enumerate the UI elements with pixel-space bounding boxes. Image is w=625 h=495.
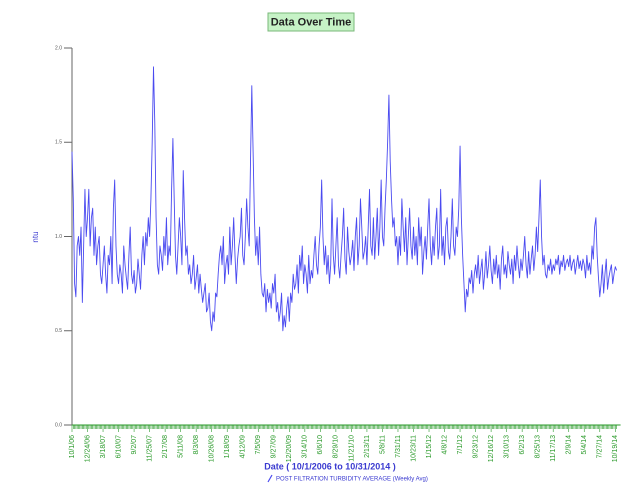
- x-tick-label: 12/20/09: [286, 435, 293, 462]
- x-tick-label: 11/21/10: [348, 435, 355, 462]
- y-tick-label: 2.0: [55, 45, 62, 51]
- x-tick-label: 10/23/11: [410, 435, 417, 462]
- x-tick-label: 11/25/07: [146, 435, 153, 462]
- x-tick-label: 7/27/14: [597, 435, 604, 458]
- x-tick-label: 2/13/11: [364, 435, 371, 458]
- y-tick-label: 1.0: [55, 234, 62, 240]
- x-tick-label: 2/9/14: [566, 435, 573, 455]
- y-axis-label: ntu: [31, 231, 40, 242]
- x-tick-label: 10/26/08: [209, 435, 216, 462]
- x-axis-label: Date ( 10/1/2006 to 10/31/2014 ): [264, 461, 396, 471]
- x-tick-label: 4/8/12: [441, 435, 448, 455]
- y-tick-label: 1.5: [55, 140, 62, 146]
- x-tick-label: 3/10/13: [503, 435, 510, 458]
- x-tick-label: 12/16/12: [488, 435, 495, 462]
- x-tick-label: 8/29/10: [333, 435, 340, 458]
- x-tick-label: 4/12/09: [240, 435, 247, 458]
- x-tick-label: 8/25/13: [535, 435, 542, 458]
- x-tick-label: 2/17/08: [162, 435, 169, 458]
- x-tick-label: 11/17/13: [550, 435, 557, 462]
- x-tick-label: 5/4/14: [581, 435, 588, 455]
- x-tick-label: 6/10/07: [115, 435, 122, 458]
- y-tick-label: 0.5: [55, 328, 62, 334]
- x-tick-label: 1/15/12: [426, 435, 433, 458]
- x-tick-label: 6/6/10: [317, 435, 324, 455]
- x-tick-label: 6/2/13: [519, 435, 526, 455]
- x-tick-label: 10/19/14: [612, 435, 619, 462]
- y-tick-label: 0.0: [55, 422, 62, 428]
- x-tick-label: 5/11/08: [178, 435, 185, 458]
- x-tick-label: 7/31/11: [395, 435, 402, 458]
- x-tick-label: 12/24/06: [84, 435, 91, 462]
- x-tick-label: 9/27/09: [271, 435, 278, 458]
- data-line: [71, 66, 618, 332]
- legend-swatch: [267, 474, 273, 483]
- x-tick-label: 9/2/07: [131, 435, 138, 455]
- x-tick-label: 10/1/06: [69, 435, 76, 458]
- x-tick-label: 8/3/08: [193, 435, 200, 455]
- x-tick-label: 3/14/10: [302, 435, 309, 458]
- legend-label: POST FILTRATION TURBIDITY AVERAGE (Weekl…: [276, 477, 428, 483]
- x-tick-label: 3/18/07: [100, 435, 107, 458]
- x-tick-label: 7/5/09: [255, 435, 262, 455]
- chart-title: Data Over Time: [271, 16, 352, 28]
- x-tick-label: 5/8/11: [379, 435, 386, 454]
- x-tick-label: 1/18/09: [224, 435, 231, 458]
- title-box: [267, 12, 355, 32]
- x-tick-label: 9/23/12: [472, 435, 479, 458]
- x-tick-label: 7/1/12: [457, 435, 464, 455]
